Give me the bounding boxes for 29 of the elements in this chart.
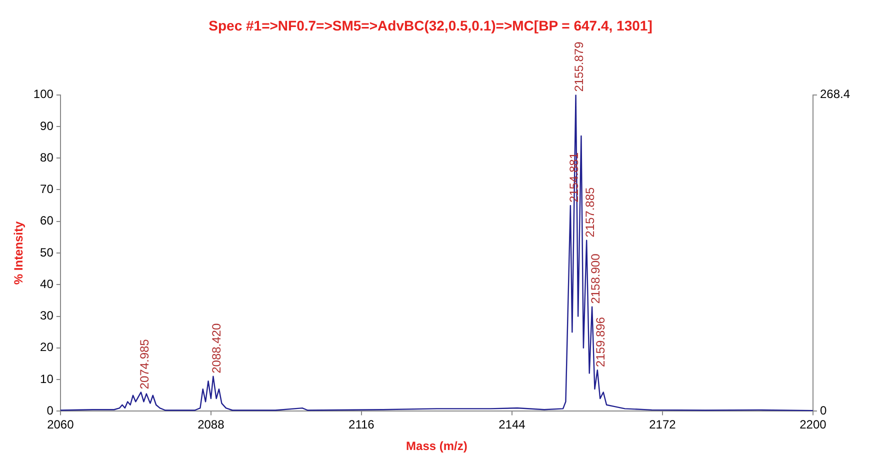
x-tick-label: 2088 <box>198 418 225 432</box>
annotation: 2155.879 <box>572 41 586 92</box>
y-tick-label: 20 <box>40 340 54 354</box>
y-tick-label: 80 <box>40 150 54 164</box>
x-tick-label: 2060 <box>47 418 74 432</box>
y-tick-label: 90 <box>40 118 54 133</box>
annotation: 2088.420 <box>210 323 224 374</box>
y-axis-title: % Intensity <box>12 221 26 285</box>
y-tick-label: 50 <box>40 245 54 260</box>
y-tick-label: 30 <box>40 308 54 323</box>
annotation: 2074.985 <box>137 338 152 390</box>
y-tick-label: 60 <box>40 214 54 228</box>
annotation: 2154.881 <box>566 152 581 203</box>
y-tick-label: 10 <box>40 372 54 386</box>
x-tick-label: 2144 <box>498 418 526 432</box>
annotation: 2159.896 <box>594 316 608 368</box>
annotation: 2157.885 <box>582 186 597 238</box>
x-tick-label: 2116 <box>348 418 375 432</box>
y-tick-label: 40 <box>40 276 54 291</box>
y-tick-label: 100 <box>33 87 54 102</box>
y-tick-label: 0 <box>46 404 54 418</box>
y2-tick-label: 268.4 <box>820 87 850 102</box>
x-tick-label: 2200 <box>800 418 827 432</box>
y-tick-label: 70 <box>40 182 54 196</box>
x-axis-title: Mass (m/z) <box>406 439 468 454</box>
chart-title: Spec #1=>NF0.7=>SM5=>AdvBC(32,0.5,0.1)=>MC[BP = 647.4, 1301] <box>208 17 652 34</box>
y2-tick-label: 0 <box>820 404 827 418</box>
annotation: 2158.900 <box>588 253 602 304</box>
x-tick-label: 2172 <box>649 418 676 432</box>
